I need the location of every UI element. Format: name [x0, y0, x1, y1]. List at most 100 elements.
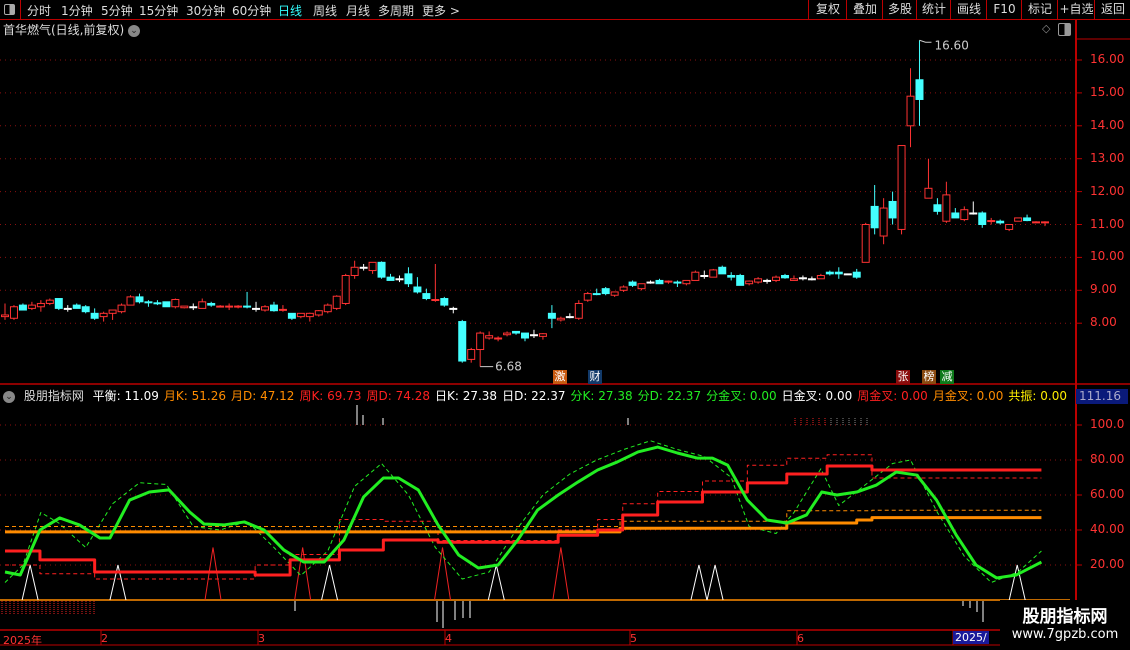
- candle-body: [691, 271, 700, 281]
- candle: [754, 277, 763, 284]
- tab-period-9[interactable]: 多周期: [378, 4, 415, 18]
- candle-body: [924, 187, 933, 199]
- date-label: 6: [797, 632, 804, 645]
- candle: [278, 305, 287, 312]
- candle: [673, 280, 682, 288]
- candle-body: [664, 280, 673, 283]
- candle: [897, 145, 906, 235]
- toolbar-button-2[interactable]: 多股: [882, 0, 917, 19]
- toolbar-button-1[interactable]: 叠加: [846, 0, 883, 19]
- candle-body: [619, 286, 628, 291]
- event-tag[interactable]: 财: [588, 370, 602, 384]
- candle: [467, 347, 476, 363]
- candle: [547, 305, 556, 329]
- candle-body: [709, 269, 718, 278]
- candle: [637, 283, 646, 291]
- candle-body: [1005, 224, 1014, 230]
- candle-body: [655, 279, 664, 285]
- toolbar-button-7[interactable]: +自选: [1057, 0, 1095, 19]
- toolbar-button-4[interactable]: 画线: [950, 0, 987, 19]
- candle-body: [126, 296, 135, 306]
- tab-period-7[interactable]: 周线: [313, 4, 338, 18]
- candle: [431, 263, 440, 302]
- event-tag[interactable]: 减: [940, 370, 954, 384]
- candle-body: [834, 271, 843, 275]
- candle-body: [305, 312, 314, 318]
- candle: [252, 301, 261, 312]
- candle: [987, 217, 996, 225]
- candle: [377, 261, 386, 279]
- price-tick: 8.00: [1090, 315, 1117, 330]
- toolbar-button-8[interactable]: 返回: [1094, 0, 1130, 19]
- date-current: 2025/: [953, 631, 989, 644]
- candle-body: [377, 261, 386, 278]
- candle-body: [404, 273, 413, 285]
- price-tick: 13.00: [1090, 150, 1125, 165]
- signal-white: [21, 564, 39, 601]
- candle-body: [772, 276, 781, 281]
- event-tag[interactable]: 激: [553, 370, 567, 384]
- event-tag[interactable]: 榜: [922, 370, 936, 384]
- tab-period-6[interactable]: 日线: [278, 4, 303, 18]
- indicator-value: 分K: 27.38: [570, 389, 633, 403]
- candle-body: [996, 220, 1005, 224]
- candle-body: [323, 304, 332, 313]
- candle-body: [234, 305, 243, 308]
- candle-body: [144, 301, 153, 304]
- chevron-down-icon[interactable]: ⌄: [3, 390, 15, 403]
- toolbar-button-5[interactable]: F10: [986, 0, 1022, 19]
- candle-body: [189, 306, 198, 309]
- candle: [628, 280, 637, 288]
- tab-period-5[interactable]: 60分钟: [232, 4, 272, 18]
- candle-body: [897, 145, 906, 230]
- high-marker: [919, 39, 932, 43]
- tab-period-1[interactable]: 1分钟: [61, 4, 93, 18]
- candle-body: [852, 271, 861, 278]
- candle: [978, 211, 987, 228]
- tab-period-0[interactable]: 分时: [27, 4, 52, 18]
- indicator-value: 日K: 27.38: [434, 389, 498, 403]
- candle: [933, 198, 942, 215]
- tab-period-8[interactable]: 月线: [346, 4, 371, 18]
- indicator-name[interactable]: 股朋指标网: [23, 389, 84, 403]
- tab-period-4[interactable]: 30分钟: [186, 4, 226, 18]
- tab-period-3[interactable]: 15分钟: [139, 4, 179, 18]
- candle: [296, 312, 305, 319]
- date-label: 4: [445, 632, 452, 645]
- candle-body: [512, 330, 521, 334]
- signal-white: [109, 564, 127, 601]
- event-tag[interactable]: 张: [896, 370, 910, 384]
- candle: [350, 260, 359, 279]
- price-tick: 10.00: [1090, 249, 1125, 264]
- candle: [117, 303, 126, 314]
- candle-body: [798, 277, 807, 280]
- candle-body: [610, 291, 619, 296]
- toolbar-button-3[interactable]: 统计: [916, 0, 951, 19]
- price-tick: 15.00: [1090, 84, 1125, 99]
- candle: [592, 288, 601, 296]
- candle: [745, 280, 754, 286]
- candle-body: [637, 283, 646, 290]
- panel-icon[interactable]: [1058, 23, 1071, 36]
- tab-period-2[interactable]: 5分钟: [101, 4, 133, 18]
- diamond-icon[interactable]: ◇: [1042, 22, 1051, 35]
- candle: [36, 300, 45, 312]
- candle-body: [494, 337, 503, 340]
- date-label: 3: [258, 632, 265, 645]
- candle: [126, 295, 135, 306]
- chevron-down-icon[interactable]: ⌄: [128, 24, 141, 37]
- toolbar-button-6[interactable]: 标记: [1021, 0, 1058, 19]
- tab-period-10[interactable]: 更多 >: [422, 4, 460, 18]
- candle: [807, 276, 816, 281]
- candle: [108, 309, 117, 320]
- layout-toggle-button[interactable]: [0, 0, 21, 19]
- candle-body: [673, 281, 682, 284]
- candle-body: [99, 312, 108, 318]
- indicator-value: 周K: 69.73: [299, 389, 362, 403]
- toolbar-button-0[interactable]: 复权: [808, 0, 847, 19]
- candle-body: [951, 212, 960, 219]
- candle-body: [207, 302, 216, 306]
- price-tick: 14.00: [1090, 117, 1125, 132]
- candle-body: [332, 295, 341, 309]
